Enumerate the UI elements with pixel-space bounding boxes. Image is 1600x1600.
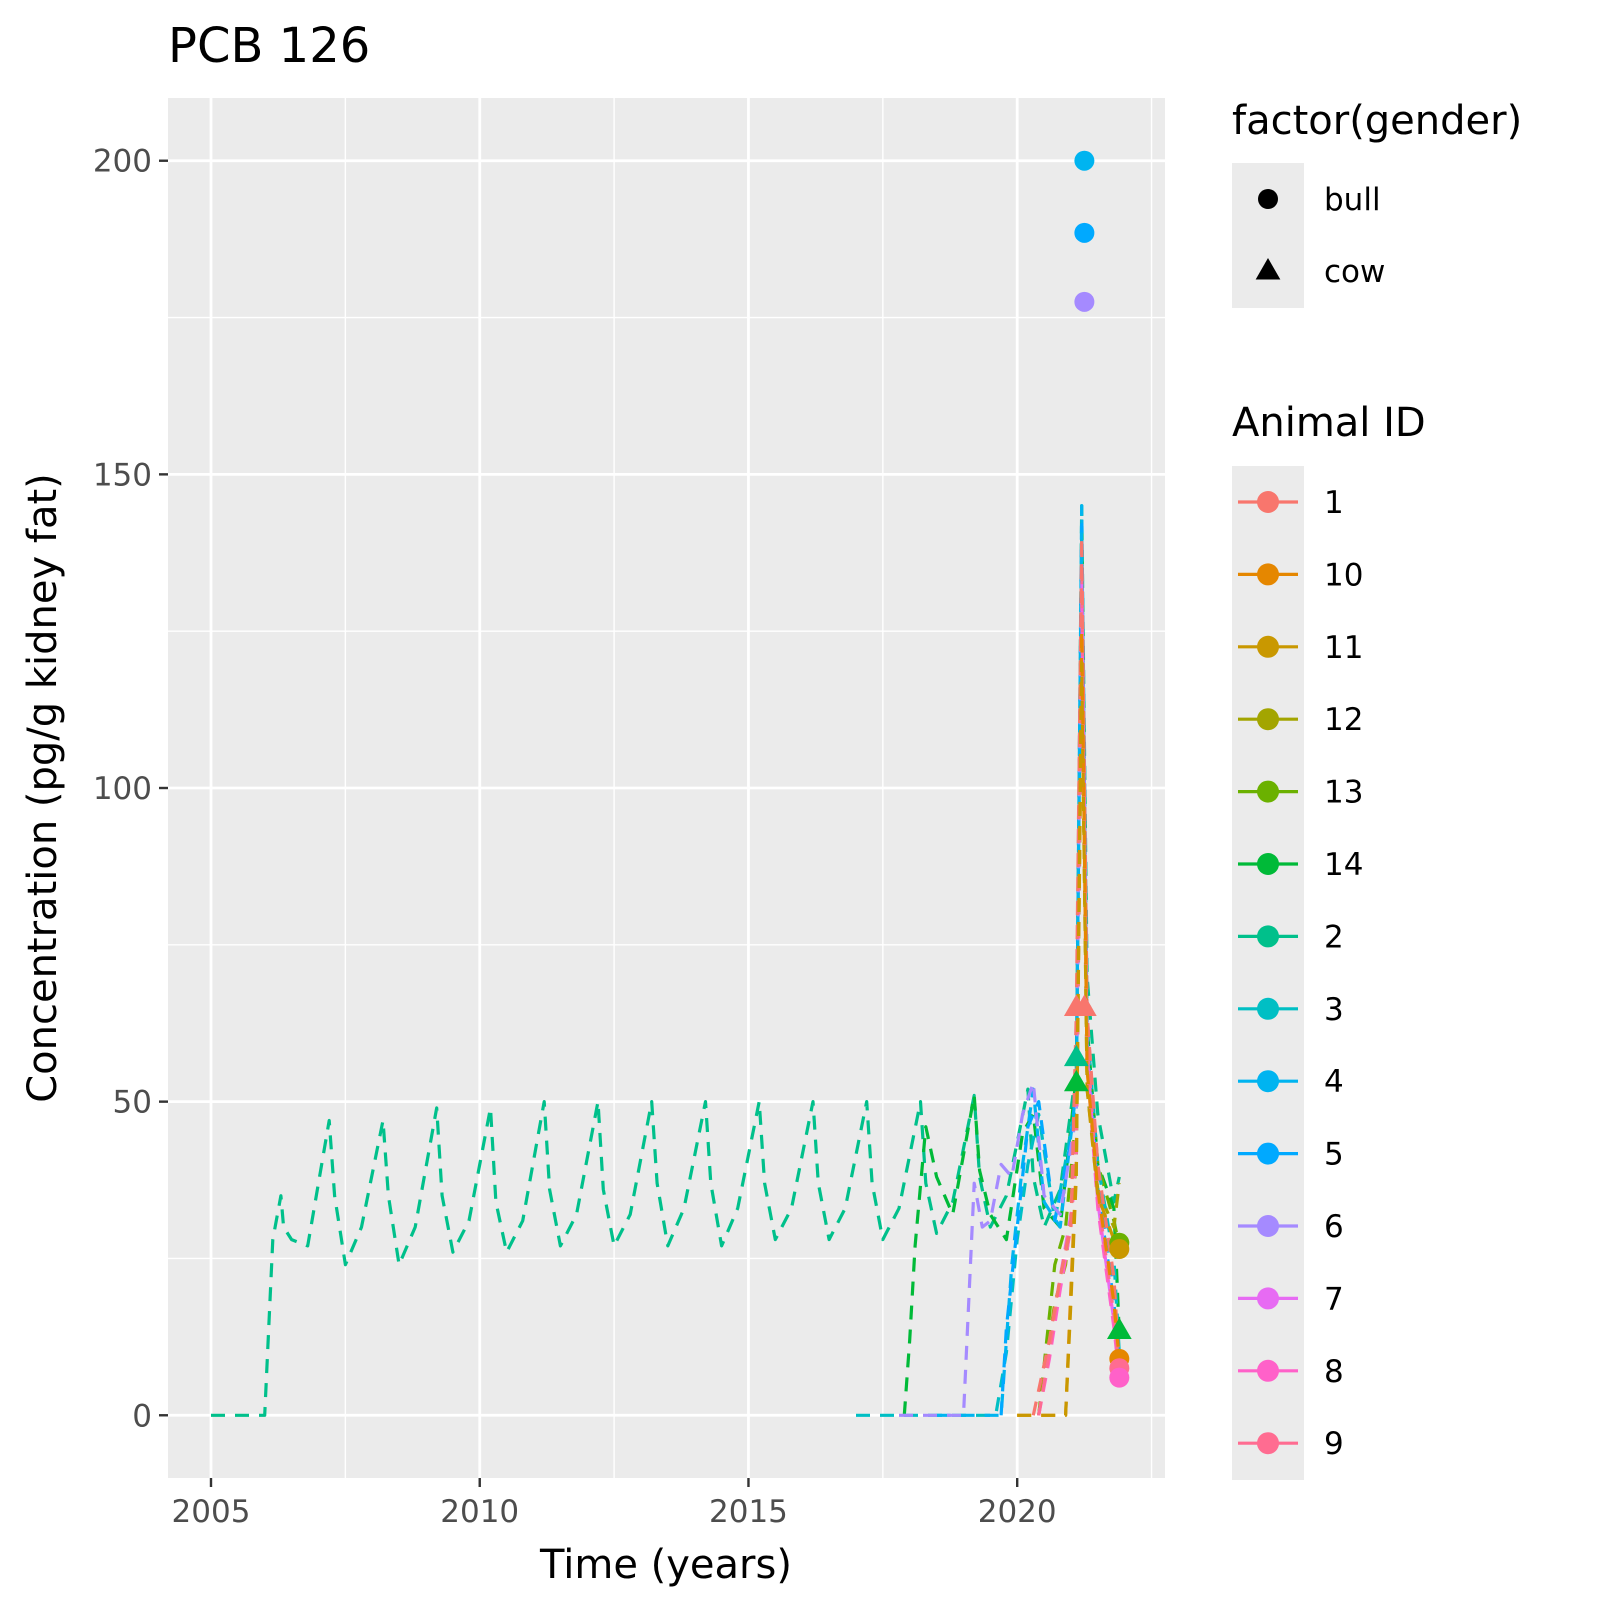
- color-legend-keys-background: [1232, 466, 1304, 1480]
- legend-key-bull: [1258, 189, 1278, 209]
- legend-label-4: 4: [1324, 1064, 1344, 1100]
- legend-label-14: 14: [1324, 847, 1363, 883]
- legend-key-point-7: [1257, 1287, 1279, 1310]
- legend-label-11: 11: [1324, 630, 1363, 666]
- legend-key-point-3: [1257, 997, 1279, 1020]
- legend-label-6: 6: [1324, 1209, 1344, 1245]
- data-point-8: [1109, 1367, 1130, 1388]
- legend-label-2: 2: [1324, 919, 1344, 955]
- shape-legend-title: factor(gender): [1232, 98, 1522, 144]
- legend-label-bull: bull: [1324, 182, 1381, 218]
- data-point-1: [1072, 994, 1097, 1016]
- series-line-6: [899, 548, 1121, 1417]
- legend-key-point-2: [1257, 925, 1279, 948]
- x-tick-label: 2015: [709, 1494, 788, 1530]
- grid-lines: [168, 98, 1165, 1478]
- legend-label-1: 1: [1324, 485, 1344, 521]
- legend-key-cow: [1255, 258, 1281, 280]
- y-tick-label: 100: [93, 771, 152, 807]
- points-layer: [1063, 150, 1132, 1388]
- legend-key-point-9: [1257, 1432, 1279, 1455]
- data-point-4: [1074, 150, 1095, 171]
- data-point-5: [1074, 222, 1095, 243]
- series-line-3: [856, 535, 1121, 1417]
- series-line-11: [1017, 660, 1121, 1417]
- legend-key-point-13: [1257, 780, 1279, 803]
- legend-label-5: 5: [1324, 1137, 1344, 1173]
- legend-label-12: 12: [1324, 702, 1363, 738]
- legend-key-point-14: [1257, 853, 1279, 875]
- color-legend-title: Animal ID: [1232, 400, 1426, 446]
- legend-label-3: 3: [1324, 992, 1344, 1028]
- legend-key-point-4: [1257, 1070, 1279, 1093]
- legend-key-point-10: [1257, 563, 1279, 586]
- series-layer: [211, 504, 1121, 1417]
- series-line-2: [211, 504, 1121, 1417]
- y-tick-label: 150: [93, 457, 152, 493]
- legend-label-7: 7: [1324, 1281, 1344, 1317]
- legend-label-13: 13: [1324, 775, 1363, 811]
- y-axis-label: Concentration (pg/g kidney fat): [20, 473, 66, 1103]
- series-line-5: [999, 522, 1121, 1416]
- x-tick-label: 2010: [440, 1494, 519, 1530]
- legend: factor(gender) Animal ID bull cow 1 10 11 12 1…: [1232, 98, 1522, 1480]
- y-tick-label: 50: [113, 1085, 152, 1121]
- legend-label-cow: cow: [1324, 254, 1385, 290]
- x-tick-label: 2005: [172, 1494, 251, 1530]
- data-point-2: [1063, 1044, 1089, 1067]
- legend-key-point-1: [1257, 491, 1279, 513]
- legend-label-10: 10: [1324, 557, 1363, 593]
- data-point-6: [1074, 291, 1095, 312]
- shape-legend-keys-background: [1232, 163, 1304, 308]
- legend-key-point-8: [1257, 1359, 1279, 1382]
- y-tick-label: 200: [93, 144, 152, 180]
- data-point-11: [1109, 1239, 1130, 1260]
- legend-key-point-12: [1257, 708, 1279, 731]
- legend-key-point-11: [1257, 635, 1279, 658]
- legend-label-8: 8: [1324, 1354, 1344, 1390]
- chart-title: PCB 126: [168, 18, 370, 74]
- data-point-14: [1106, 1317, 1132, 1340]
- series-line-1: [1031, 535, 1121, 1416]
- x-tick-label: 2020: [978, 1494, 1057, 1530]
- legend-key-point-6: [1257, 1215, 1279, 1237]
- data-point-14: [1063, 1069, 1089, 1092]
- x-axis-label: Time (years): [539, 1542, 792, 1588]
- legend-key-point-5: [1257, 1142, 1279, 1165]
- legend-label-9: 9: [1324, 1426, 1344, 1462]
- axes-layer: 2005 2010 2015 2020 0 50 100 150 200: [93, 144, 1057, 1530]
- y-tick-label: 0: [132, 1398, 152, 1434]
